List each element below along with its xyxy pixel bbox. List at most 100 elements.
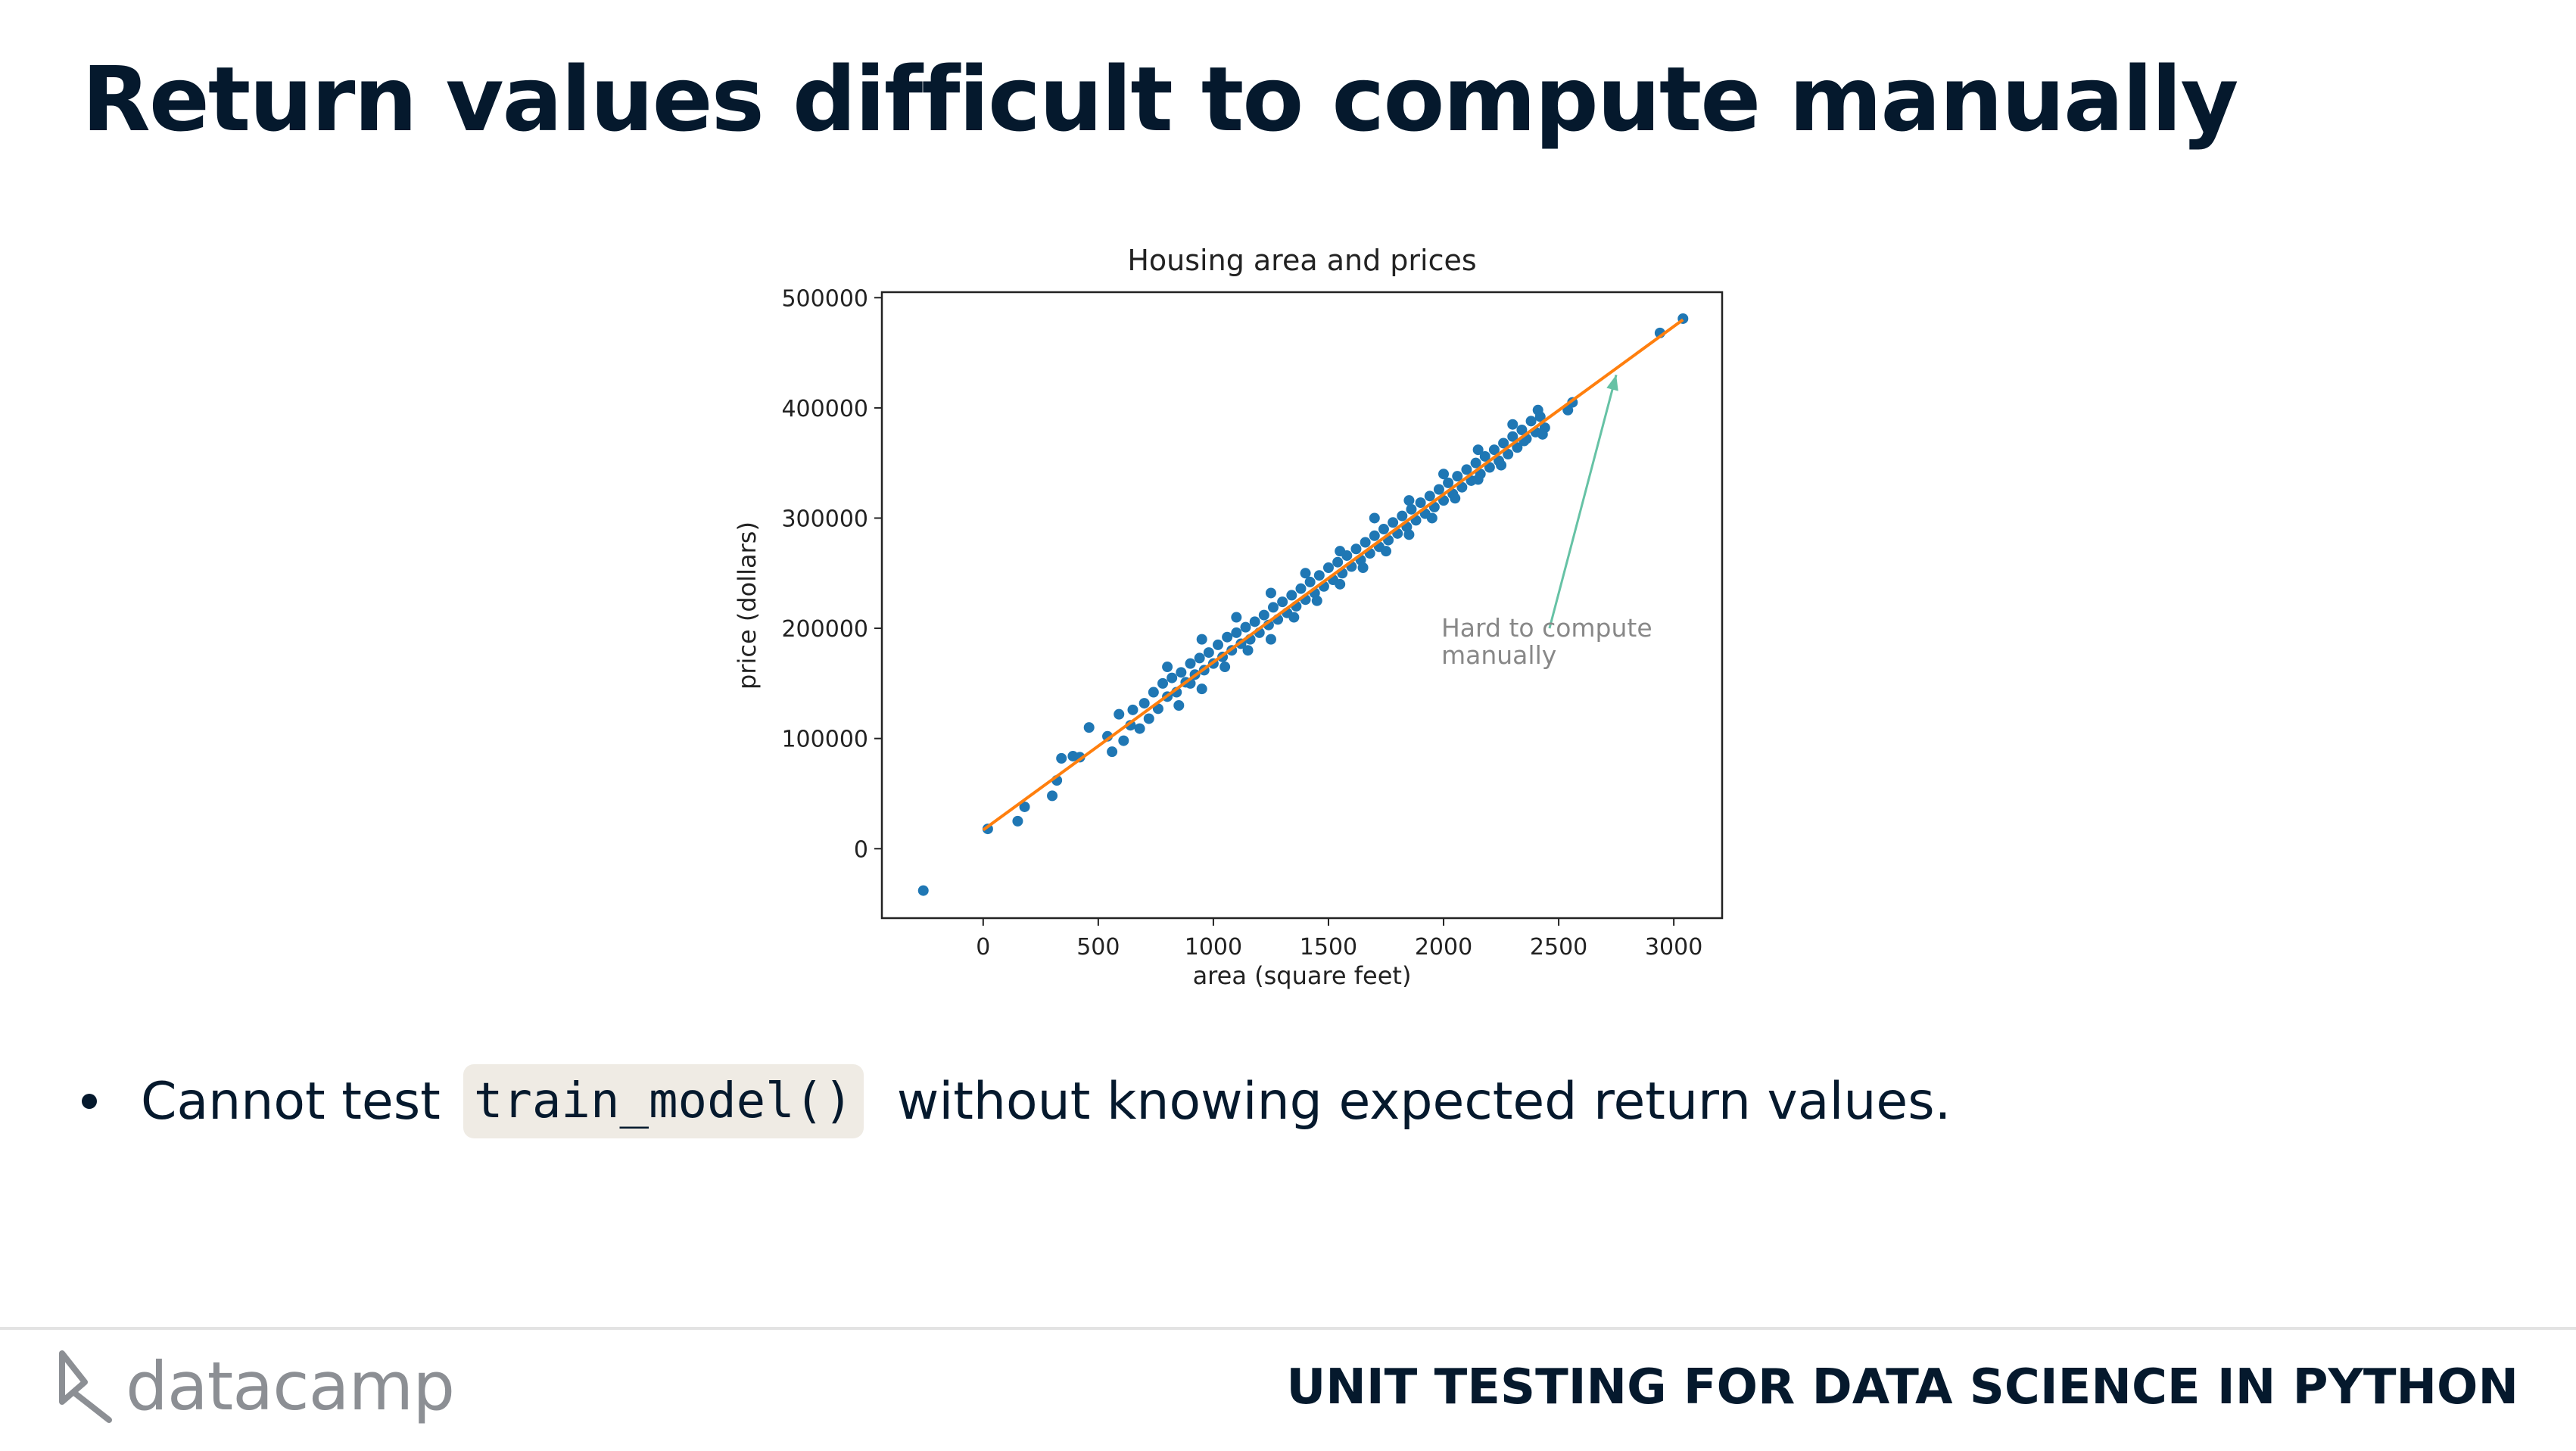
inline-code: train_model() [463,1064,864,1138]
data-point [1479,450,1490,462]
data-point [1267,602,1279,613]
data-point [1335,578,1346,590]
data-point [1138,698,1150,709]
data-point [1443,477,1454,488]
fit-line [982,318,1684,832]
data-point [1424,490,1435,502]
data-point [1194,652,1205,664]
data-point [1162,662,1173,673]
data-point [1507,419,1519,430]
y-axis-label: price (dollars) [733,522,762,690]
x-tick-label: 2000 [1415,934,1472,961]
data-point [1242,645,1254,656]
chart-title: Housing area and prices [1127,244,1476,277]
data-point [1295,583,1307,594]
data-point [1127,704,1138,715]
data-point [1484,462,1495,473]
data-point [1335,546,1346,557]
data-point [1107,746,1118,758]
data-point [1350,543,1362,555]
data-point [1403,529,1415,540]
data-point [1176,667,1187,678]
x-tick-label: 0 [976,934,990,961]
data-point [1498,437,1509,449]
data-point [1512,442,1523,453]
data-point [1369,530,1380,541]
data-point [1360,537,1371,548]
data-point [1470,457,1481,469]
logo-text: datacamp [126,1347,455,1425]
data-point [1134,723,1145,734]
data-point [1114,708,1125,720]
data-point [1503,449,1514,460]
scatter-chart: Housing area and prices 0 500 1000 1500 2000… [733,244,1724,990]
data-point [1056,752,1067,764]
data-point [1406,503,1417,515]
y-tick-label: 100000 [781,727,868,753]
data-point [1185,658,1196,669]
y-tick-label: 300000 [781,506,868,532]
data-point [1231,612,1242,623]
x-axis-label: area (square feet) [1193,961,1412,990]
data-point [1258,609,1269,621]
data-point [1452,471,1463,482]
x-tick-label: 2500 [1530,934,1587,961]
data-point [1222,631,1233,643]
data-point [1507,431,1519,442]
data-point [1532,404,1543,416]
data-point [1277,596,1288,608]
data-point [1231,627,1242,638]
data-point [1240,621,1251,633]
footer-divider [0,1327,2576,1330]
data-point [1304,576,1316,587]
bullet-dot-icon [82,1094,97,1109]
data-point [1019,801,1030,812]
data-point [1332,556,1344,568]
data-point [1415,497,1426,509]
data-point [1369,512,1380,524]
x-tick-label: 500 [1076,934,1120,961]
data-point [1196,683,1207,695]
data-point [1388,517,1399,528]
annotation-arrow [1548,374,1618,629]
y-tick-label: 0 [854,836,868,863]
x-tick-label: 1500 [1300,934,1357,961]
data-point [917,885,929,896]
data-point [1378,524,1389,535]
annotation-text-line-2: manually [1441,640,1556,670]
data-point [1012,815,1023,827]
data-point [1083,722,1095,733]
data-point [1496,459,1507,471]
data-point [1219,662,1231,673]
datacamp-logo: datacamp [55,1347,455,1425]
data-point [1525,416,1537,427]
x-tick-label: 1000 [1185,934,1242,961]
data-point [1173,699,1185,711]
data-point [1265,634,1276,645]
data-point [1397,510,1408,522]
y-tick-label: 400000 [781,396,868,422]
datacamp-mark-icon [59,1350,112,1423]
data-point [1450,493,1461,504]
annotation-arrowhead [1606,375,1618,391]
data-point [1148,687,1159,698]
bullet-text-prefix: Cannot test [141,1071,441,1132]
data-point [1300,568,1311,579]
data-point [1286,590,1297,601]
data-point [1249,616,1260,627]
data-point [1143,713,1154,724]
bullet-text-suffix: without knowing expected return values. [896,1071,1951,1132]
bullet-item: Cannot test train_model() without knowin… [82,1060,1951,1143]
data-point [1461,464,1472,475]
data-point [1322,562,1334,573]
data-point [1426,512,1438,524]
data-point [1118,735,1129,746]
data-point [1516,424,1528,435]
data-point [1381,546,1391,557]
plot-frame [880,291,1724,920]
data-point [1537,428,1548,440]
data-point [1265,587,1276,599]
y-tick-label: 500000 [781,285,868,312]
data-point [1357,562,1369,573]
data-point [1403,495,1415,506]
